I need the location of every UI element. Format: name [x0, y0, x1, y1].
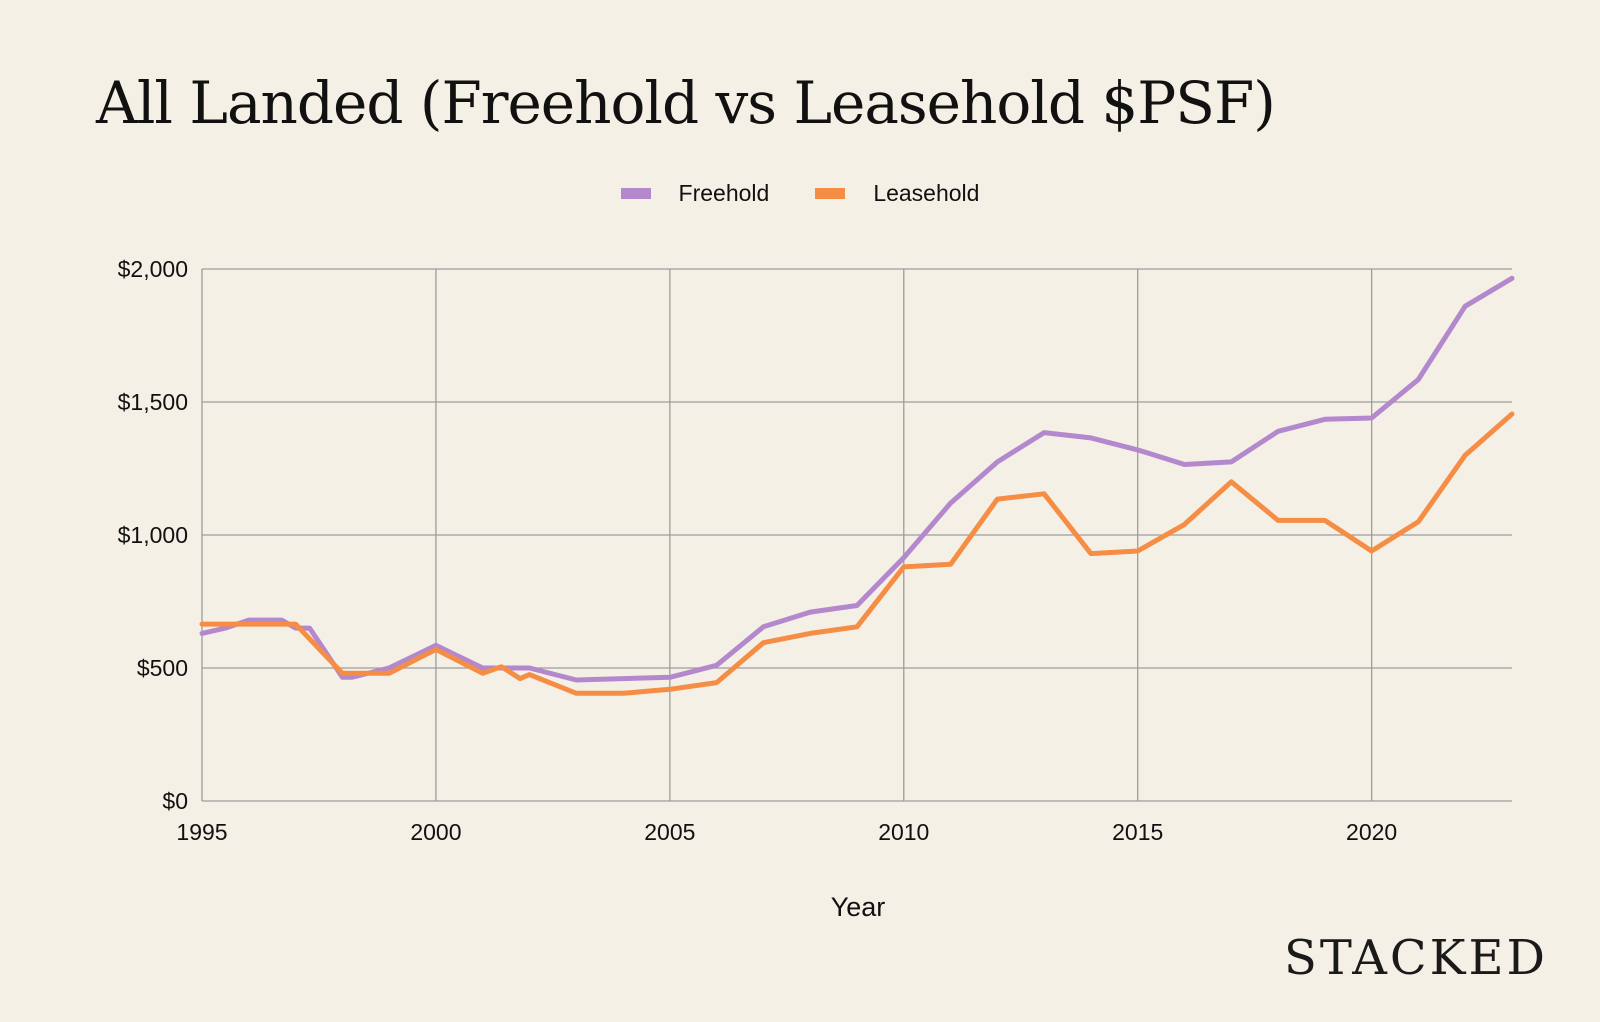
axis-layer: $0 $500 $1,000 $1,500 $2,000 1995 2000 2005 2010… [118, 256, 1398, 845]
x-tick-label: 2020 [1346, 819, 1397, 845]
chart-legend: Freehold Leasehold [0, 180, 1600, 207]
legend-swatch-freehold [620, 188, 651, 199]
y-tick-label: $1,000 [118, 522, 188, 548]
x-tick-label: 2000 [410, 819, 461, 845]
series-layer [199, 275, 1515, 696]
x-tick-label: 2005 [644, 819, 695, 845]
legend-label-freehold: Freehold [678, 180, 770, 206]
grid-layer [201, 268, 1512, 802]
legend-item-freehold: Freehold [620, 180, 770, 207]
brand-logo: STACKED [1283, 930, 1548, 986]
y-tick-label: $2,000 [118, 256, 188, 282]
y-tick-label: $0 [162, 788, 188, 814]
x-tick-label: 2015 [1112, 819, 1163, 845]
legend-swatch-leasehold [815, 188, 846, 199]
x-axis-title: Year [830, 892, 886, 922]
x-tick-label: 2010 [878, 819, 929, 845]
legend-label-leasehold: Leasehold [873, 180, 980, 206]
y-tick-label: $1,500 [118, 389, 188, 415]
series-line-leasehold [199, 411, 1515, 696]
chart-title: All Landed (Freehold vs Leasehold $PSF) [96, 69, 1276, 137]
y-tick-label: $500 [137, 655, 188, 681]
x-tick-label: 1995 [176, 819, 227, 845]
series-line-freehold [199, 275, 1515, 683]
legend-item-leasehold: Leasehold [815, 180, 979, 207]
